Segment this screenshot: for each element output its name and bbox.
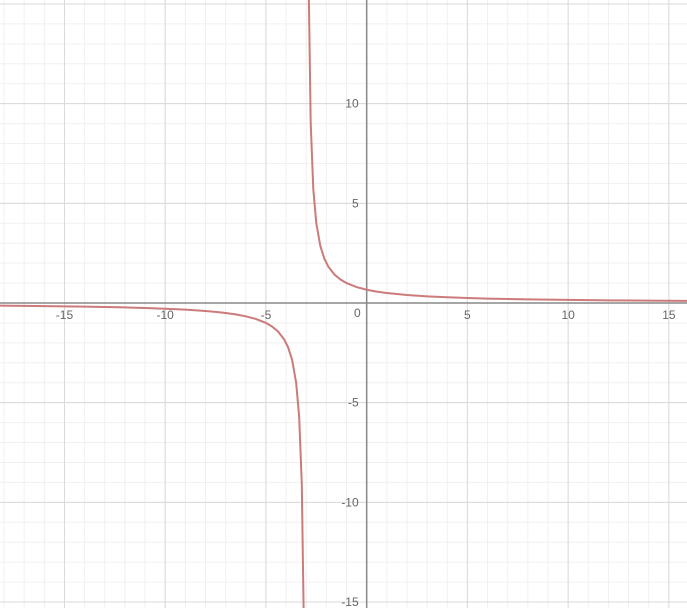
y-tick-label: 5 [352, 196, 359, 210]
x-tick-label: -10 [157, 308, 175, 322]
x-tick-label: -15 [56, 308, 74, 322]
coordinate-plane-chart: -15 -10 -5 5 10 15 -15 -10 -5 5 10 0 [0, 0, 687, 608]
y-tick-label: -15 [341, 595, 359, 608]
y-tick-label: 10 [345, 97, 359, 111]
x-tick-label: 10 [561, 308, 575, 322]
y-tick-label: -5 [348, 396, 359, 410]
x-tick-label: -5 [261, 308, 272, 322]
x-tick-label: 5 [464, 308, 471, 322]
origin-label: 0 [354, 306, 361, 320]
x-tick-label: 15 [662, 308, 676, 322]
y-tick-label: -10 [341, 495, 359, 509]
